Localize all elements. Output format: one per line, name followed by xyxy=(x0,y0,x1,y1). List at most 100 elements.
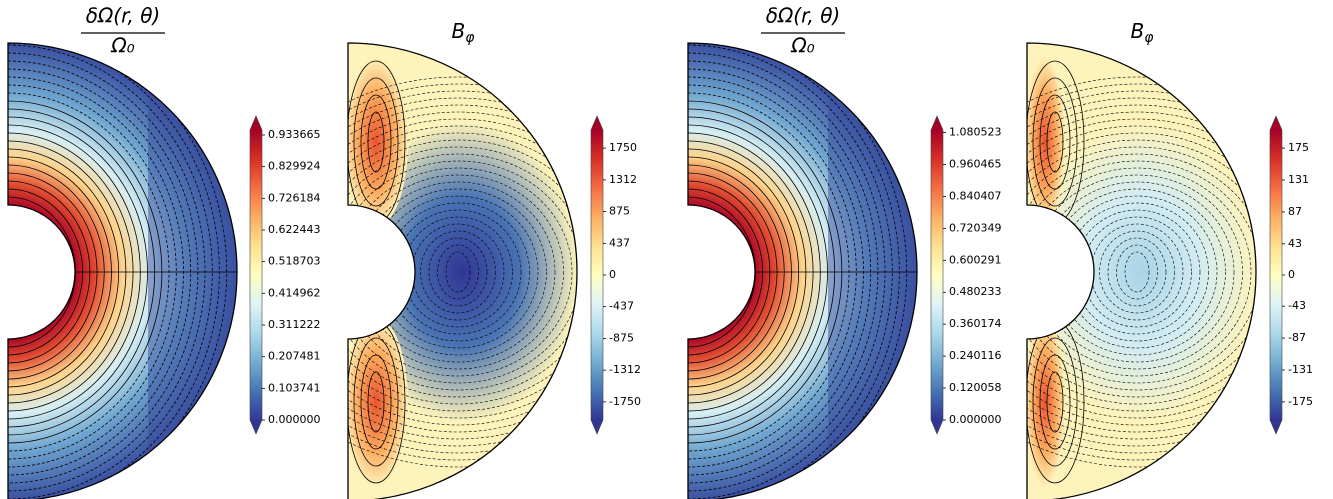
colorbar-extend-top xyxy=(1270,116,1282,130)
contour-line xyxy=(1027,167,1252,377)
contour-line xyxy=(688,44,893,499)
title: Bφ xyxy=(452,19,476,47)
colorbar-tick-label: 0.840407 xyxy=(949,189,1002,202)
colorbar-outline xyxy=(590,115,604,435)
colorbar-tick-label: 0.480233 xyxy=(949,285,1002,298)
contour-line xyxy=(1027,83,1256,461)
contour-line xyxy=(360,94,392,190)
colorbar-extend-bottom xyxy=(591,420,603,434)
contour-line xyxy=(8,60,199,484)
contour-line xyxy=(348,146,577,398)
field-fill xyxy=(1027,57,1065,227)
contour-line xyxy=(1027,160,1256,384)
domain-outline xyxy=(687,42,918,499)
colorbar-tick-label: 0.240116 xyxy=(949,349,1002,362)
contour-line xyxy=(348,139,577,405)
colorbar-tick-label: 0.311222 xyxy=(268,318,321,331)
colorbar-tick-label: 0.829924 xyxy=(268,160,321,173)
contour-line xyxy=(1027,118,1256,426)
colorbar-tick-label: 0.933665 xyxy=(268,128,321,141)
field xyxy=(688,43,917,499)
contour-line xyxy=(348,160,577,384)
colorbar-extend-bottom xyxy=(250,420,262,434)
colorbar-tick-label: -175 xyxy=(1288,395,1313,408)
domain-outline xyxy=(1026,42,1257,499)
colorbar-extend-top xyxy=(591,116,603,130)
contour-line xyxy=(348,118,577,426)
contour-line xyxy=(1107,237,1167,307)
title: Bφ xyxy=(1131,19,1155,47)
colorbar-tick-label: -131 xyxy=(1288,363,1313,376)
colorbar-outline xyxy=(1269,115,1283,435)
colorbar xyxy=(1270,130,1282,420)
contour-line xyxy=(688,60,879,484)
colorbar-tick-label: 0.000000 xyxy=(268,413,321,426)
contour-line xyxy=(1039,354,1071,450)
title-denominator: Ω₀ xyxy=(790,34,814,58)
contour-line xyxy=(445,251,471,293)
title-base: B xyxy=(452,19,466,43)
colorbar-tick-label: 0.518703 xyxy=(268,255,321,268)
colorbar-tick-label: -43 xyxy=(1288,299,1306,312)
title-subscript: φ xyxy=(1144,30,1154,46)
colorbar-tick-label: 131 xyxy=(1288,173,1309,186)
contour-line xyxy=(428,237,488,307)
title-numerator: δΩ(r, θ) xyxy=(86,4,160,28)
contour-line xyxy=(688,68,872,476)
contour-line xyxy=(8,68,192,476)
contour-line xyxy=(353,77,399,207)
contour-line xyxy=(1027,111,1256,433)
field-fill xyxy=(348,122,577,422)
colorbar-tick-label: 437 xyxy=(609,236,630,249)
colorbar-tick-label: 0.103741 xyxy=(268,381,321,394)
title-denominator: Ω₀ xyxy=(110,34,134,58)
colorbar-tick-label: 87 xyxy=(1288,205,1302,218)
colorbar-tick-label: 0.622443 xyxy=(268,223,321,236)
contour-line xyxy=(348,167,573,377)
colorbar-tick-label: 0 xyxy=(609,268,616,281)
contour-line xyxy=(367,371,385,433)
field-fill xyxy=(348,57,408,227)
contour-line xyxy=(1027,132,1256,412)
colorbar-tick-label: -87 xyxy=(1288,331,1306,344)
contour-line xyxy=(1099,230,1175,314)
contour-line xyxy=(1027,139,1256,405)
contour-line xyxy=(1048,188,1226,356)
colorbar-tick-label: 0.960465 xyxy=(949,157,1002,170)
colorbar-tick-label: 0 xyxy=(1288,268,1295,281)
contour-line xyxy=(1027,146,1256,398)
colorbar xyxy=(591,130,603,420)
contour-line xyxy=(348,90,577,454)
panel: δΩ(r, θ) Ω₀ 0.000000 0.103741 0.207481 0.3112… xyxy=(7,4,321,499)
contour-line xyxy=(369,188,547,356)
colorbar-tick-label: 0.000000 xyxy=(949,413,1002,426)
contour-line xyxy=(348,111,577,433)
contour-line xyxy=(1032,77,1078,207)
colorbar-tick-label: 175 xyxy=(1288,141,1309,154)
title-base: B xyxy=(1131,19,1145,43)
contour-line xyxy=(348,104,577,440)
title-numerator: δΩ(r, θ) xyxy=(766,4,840,28)
contour-line xyxy=(8,44,213,499)
colorbar-tick-label: 0.414962 xyxy=(268,286,321,299)
colorbar-tick-label: 0.720349 xyxy=(949,221,1002,234)
contour-line xyxy=(1056,195,1218,349)
contour-line xyxy=(8,84,177,460)
contour-line xyxy=(377,195,539,349)
contour-line xyxy=(688,84,857,460)
colorbar xyxy=(931,130,943,420)
contour-line xyxy=(420,230,496,314)
colorbar-tick-label: 0.120058 xyxy=(949,381,1002,394)
colorbar-tick-label: -437 xyxy=(609,300,634,313)
domain-outline xyxy=(7,42,238,499)
colorbar-tick-label: 1.080523 xyxy=(949,126,1002,139)
contour-line xyxy=(1046,371,1064,433)
field-fill xyxy=(828,43,917,499)
contour-line xyxy=(353,337,399,467)
panel: δΩ(r, θ) Ω₀ 0.000000 0.120058 0.240116 0.3601… xyxy=(687,4,1002,499)
field-fill xyxy=(1027,122,1256,422)
colorbar-extend-bottom xyxy=(931,420,943,434)
contour-line xyxy=(1027,153,1256,391)
colorbar-tick-label: 43 xyxy=(1288,237,1302,250)
